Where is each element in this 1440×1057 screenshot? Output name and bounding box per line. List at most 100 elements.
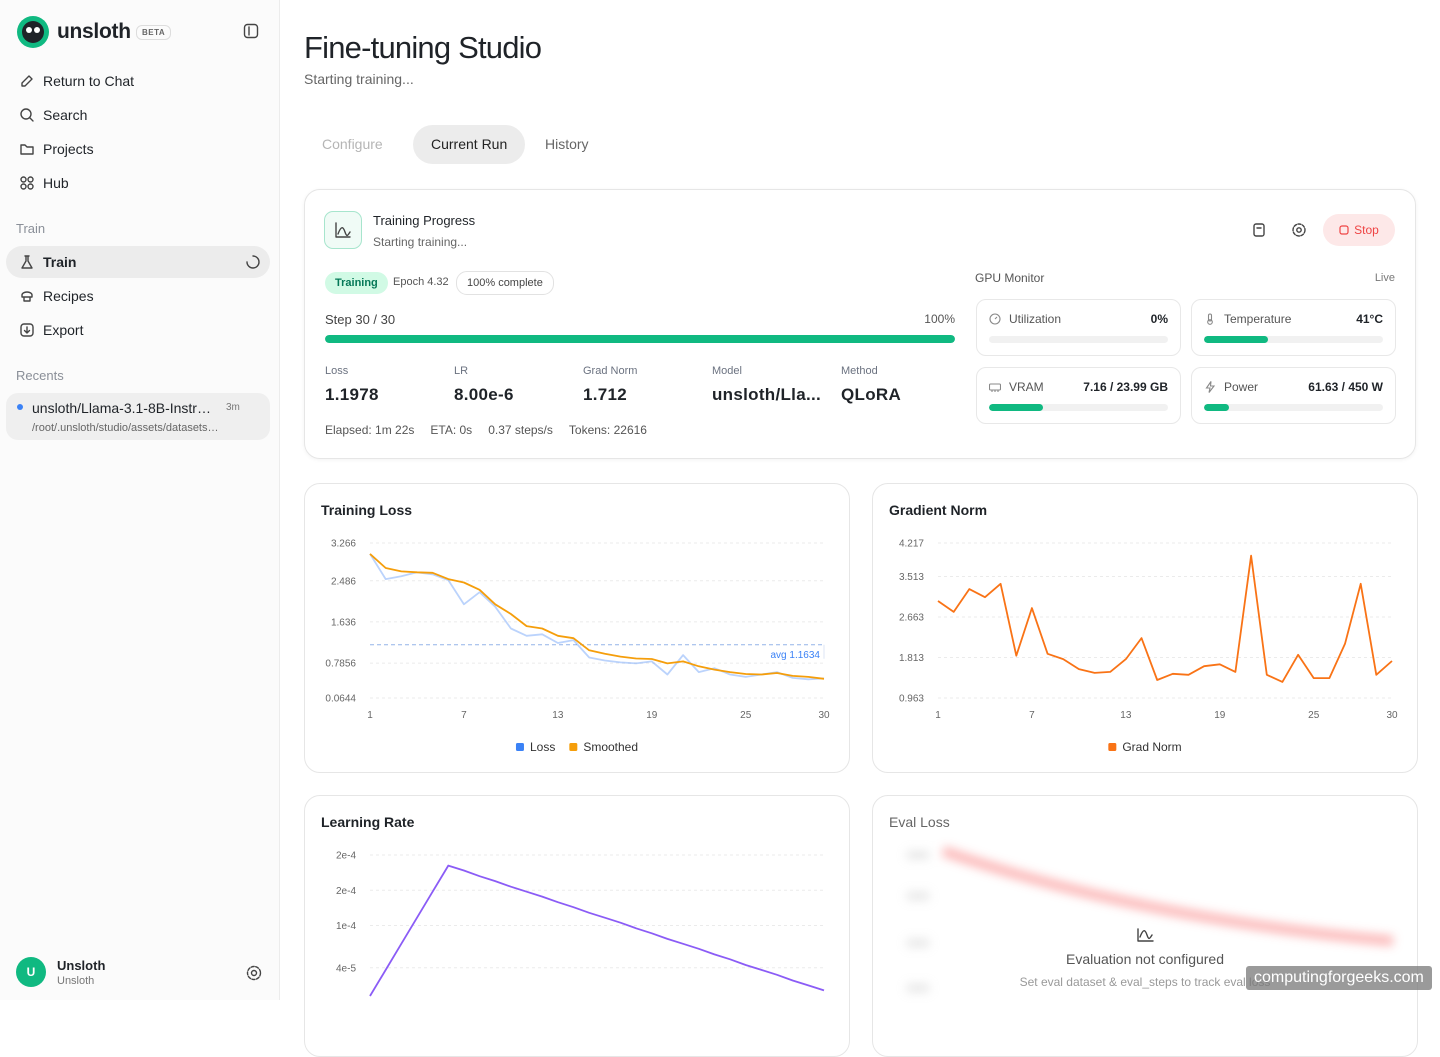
tab[interactable]: History	[545, 136, 589, 152]
gpu-label: Utilization	[1009, 312, 1062, 326]
y-tick-label: 0.0644	[325, 694, 356, 705]
icon	[20, 144, 34, 155]
series-line	[369, 553, 825, 681]
recent-run[interactable]: unsloth/Llama-3.1-8B-Instr… 3m /root/.un…	[6, 393, 270, 440]
page: Fine-tuning Studio { "sidebar": { "brand…	[6, 0, 1432, 1057]
nav-label: Export	[43, 322, 84, 338]
nav-item[interactable]: Return to Chat	[6, 65, 270, 97]
decoration	[1292, 223, 1306, 237]
legend-swatch	[1108, 743, 1117, 751]
decoration	[23, 326, 31, 334]
nav-item-active[interactable]: Train	[6, 246, 270, 278]
decoration	[22, 21, 44, 43]
settings[interactable]	[245, 964, 263, 982]
y-tick-label: 3.513	[899, 572, 924, 583]
nav-item[interactable]: Recipes	[6, 280, 270, 312]
metric-label: Loss	[325, 365, 349, 377]
decoration	[1339, 225, 1349, 235]
x-tick-label: 13	[1120, 710, 1132, 721]
nav-item[interactable]: Export	[6, 314, 270, 346]
decoration	[20, 144, 34, 155]
legend-label: Grad Norm	[1122, 740, 1181, 754]
progress-fill	[325, 335, 955, 343]
nav-label: Recipes	[43, 288, 94, 304]
gpu-card: VRAM 7.16 / 23.99 GB	[976, 367, 1181, 424]
decoration	[26, 27, 32, 33]
nav-item[interactable]: Search	[6, 99, 270, 131]
page-title: Fine-tuning Studio	[304, 30, 542, 65]
card-title: Training Progress	[373, 213, 476, 228]
gpu-icon	[1207, 313, 1213, 325]
x-tick-label: 13	[552, 710, 564, 721]
metric-value: 8.00e-6	[454, 385, 514, 404]
gpu-track	[1204, 404, 1383, 411]
y-tick-label: 0.7856	[325, 659, 356, 670]
nav-label: Projects	[43, 141, 94, 157]
decoration	[1137, 928, 1154, 942]
stat: Tokens: 22616	[568, 423, 647, 437]
x-tick-label: 25	[740, 710, 752, 721]
nav-item[interactable]: Hub	[6, 167, 270, 199]
gpu-fill	[1204, 404, 1230, 411]
logo	[17, 16, 49, 48]
beta-badge: BETA	[136, 25, 172, 40]
y-tick-label: 1e-4	[336, 921, 356, 932]
page-subtitle: Starting training...	[304, 71, 414, 87]
stop-button[interactable]: Stop	[1323, 214, 1395, 246]
y-tick-label: 4e-5	[336, 963, 356, 974]
decoration	[907, 939, 929, 947]
y-tick-label: 2e-4	[336, 851, 356, 862]
tab-active[interactable]: Current Run	[413, 125, 526, 164]
avatar[interactable]: U	[16, 957, 46, 987]
epoch: Epoch 4.32	[393, 276, 449, 288]
nav-label: Search	[43, 107, 88, 123]
icon	[21, 255, 33, 269]
decoration	[335, 222, 351, 238]
metric-label: Method	[841, 365, 878, 377]
legend-swatch	[515, 743, 524, 751]
eval-hint: Set eval dataset & eval_steps to track e…	[1019, 975, 1271, 989]
decoration	[994, 316, 998, 320]
avg-label: avg 1.1634	[771, 650, 821, 661]
gpu-icon	[989, 313, 1001, 325]
notes-button[interactable]	[1251, 222, 1267, 238]
gpu-fill	[989, 404, 1043, 411]
gpu-value: 41°C	[1356, 312, 1383, 326]
decoration	[989, 313, 1001, 325]
watermark: computingforgeeks.com	[1246, 966, 1432, 990]
complete-badge: 100% complete	[456, 271, 554, 295]
metric-value: unsloth/Lla...	[712, 385, 822, 404]
chart-title: Learning Rate	[321, 814, 415, 830]
chart-card: Learning Rate 2e-4 2e-4 1e-4 4e-5	[304, 795, 850, 1057]
training-loss-chart: Training Loss 3.266 2.486 1.636 0.7856 0.0644…	[321, 502, 830, 754]
decoration	[29, 117, 34, 122]
metric-label: LR	[454, 365, 469, 377]
x-tick-label: 30	[818, 710, 830, 721]
user-name: Unsloth	[57, 958, 106, 973]
collapse-sidebar[interactable]	[243, 23, 259, 39]
legend-label: Loss	[530, 740, 555, 754]
brand: unsloth	[57, 20, 131, 43]
settings-button[interactable]	[1291, 222, 1307, 238]
metric-value: 1.1978	[325, 385, 379, 404]
legend-label: Smoothed	[583, 740, 638, 754]
y-tick-label: 1.813	[899, 653, 924, 664]
x-tick-label: 7	[1029, 710, 1035, 721]
decoration	[27, 183, 34, 190]
decoration	[246, 965, 262, 981]
nav-item[interactable]: Projects	[6, 133, 270, 165]
nav-label: Return to Chat	[43, 73, 135, 89]
eval-card: Eval Loss Evaluation not configured Set …	[872, 795, 1418, 1057]
tab[interactable]: Configure	[322, 136, 383, 152]
decoration	[1205, 381, 1216, 393]
decoration	[989, 383, 1001, 391]
decoration	[21, 255, 33, 269]
x-tick-label: 25	[1308, 710, 1320, 721]
chart-card: Training Loss 3.266 2.486 1.636 0.7856 0.0644…	[304, 483, 850, 773]
stat: ETA: 0s	[430, 423, 473, 437]
metric-label: Model	[712, 365, 742, 377]
recent-path: /root/.unsloth/studio/assets/datasets…	[32, 422, 219, 434]
gpu-label: Temperature	[1224, 312, 1292, 326]
progress-label: 100%	[924, 312, 955, 326]
icon	[335, 222, 351, 238]
